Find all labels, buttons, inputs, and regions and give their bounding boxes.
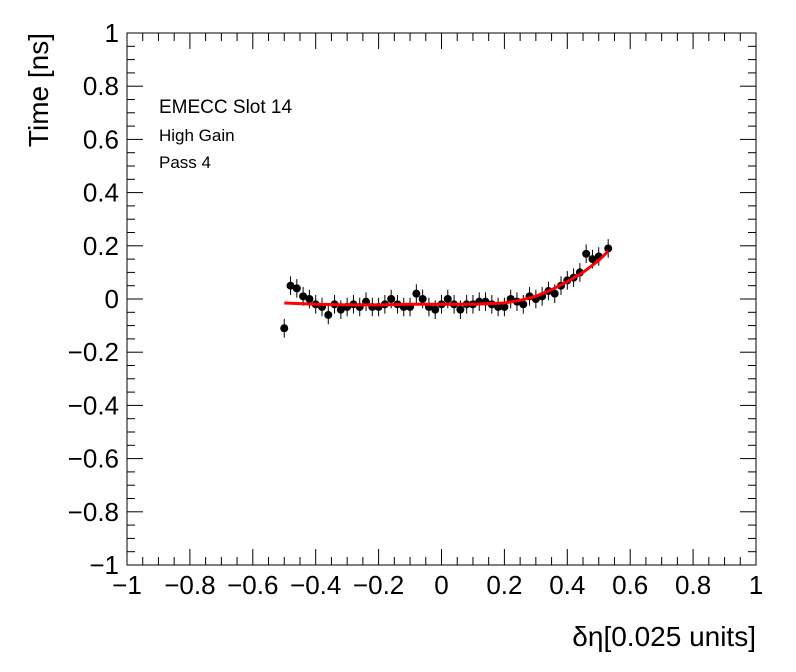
data-point: [431, 305, 440, 314]
x-tick-label: 0.6: [612, 570, 648, 600]
data-point: [456, 305, 465, 314]
data-point: [299, 292, 308, 301]
y-tick-label: 0.8: [83, 71, 119, 101]
data-point: [418, 295, 427, 303]
x-tick-label: 0.8: [675, 570, 711, 600]
annotation-detector: EMECC Slot 14: [159, 97, 292, 118]
data-point: [412, 289, 421, 298]
y-tick-label: −1: [89, 550, 119, 580]
x-tick-label: 0: [434, 570, 448, 600]
data-point: [519, 300, 528, 309]
x-axis-title: δη[0.025 units]: [572, 621, 756, 652]
data-point: [494, 302, 503, 311]
y-tick-label: 0.2: [83, 231, 119, 261]
data-point: [336, 305, 345, 314]
data-point: [387, 295, 396, 303]
fit-curve: [284, 250, 610, 307]
fit-line: [284, 250, 610, 307]
data-point: [550, 289, 559, 298]
data-point: [588, 255, 597, 264]
axis-ticks: [126, 32, 757, 566]
x-tick-label: 0.4: [549, 570, 585, 600]
x-tick-label: −0.4: [290, 570, 341, 600]
y-tick-label: 1: [105, 18, 119, 48]
x-tick-label: −1: [112, 570, 142, 600]
y-tick-label: 0.6: [83, 124, 119, 154]
data-point: [280, 324, 289, 333]
y-tick-label: −0.6: [68, 444, 119, 474]
x-tick-label: −0.2: [353, 570, 404, 600]
y-tick-label: −0.8: [68, 497, 119, 527]
y-tick-label: 0: [105, 284, 119, 314]
y-tick-labels: −1 −0.8 −0.6 −0.4 −0.2 0 0.2 0.4 0.6 0.8 1: [68, 18, 119, 580]
x-tick-labels: −1 −0.8 −0.6 −0.4 −0.2 0 0.2 0.4 0.6 0.8 1: [112, 570, 763, 600]
y-tick-label: 0.4: [83, 178, 119, 208]
data-points: [280, 239, 613, 338]
x-tick-label: 1: [749, 570, 763, 600]
data-point: [324, 310, 333, 319]
data-point: [286, 281, 295, 290]
data-point: [305, 295, 314, 303]
data-point: [604, 244, 613, 253]
data-point: [582, 249, 591, 258]
data-point: [443, 295, 452, 303]
x-tick-label: −0.6: [227, 570, 278, 600]
annotation-pass: Pass 4: [159, 153, 211, 172]
x-tick-label: −0.8: [164, 570, 215, 600]
y-tick-label: −0.2: [68, 337, 119, 367]
x-tick-label: 0.2: [486, 570, 522, 600]
y-tick-label: −0.4: [68, 390, 119, 420]
annotation-gain: High Gain: [159, 126, 235, 145]
data-point: [292, 284, 301, 293]
y-axis-title: Time [ns]: [23, 33, 54, 147]
data-point: [500, 302, 509, 311]
